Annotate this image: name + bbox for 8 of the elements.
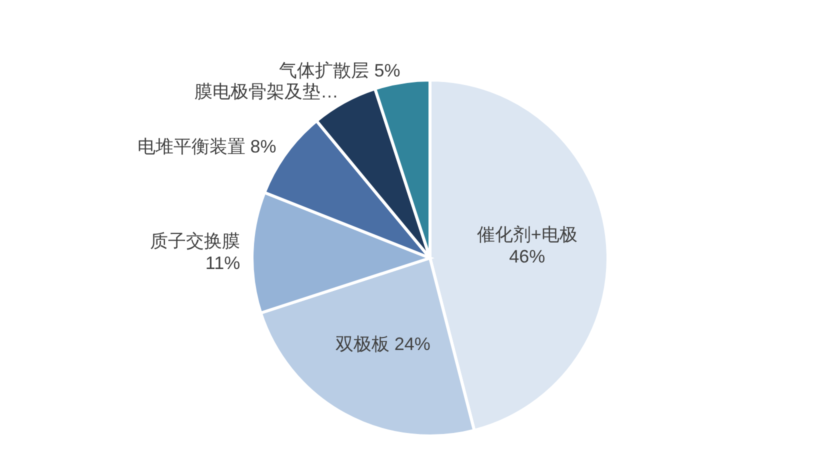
- slice-label: 电堆平衡装置 8%: [137, 136, 276, 156]
- slice-label: 双极板 24%: [335, 334, 430, 354]
- slice-label: 膜电极骨架及垫…: [194, 82, 338, 102]
- data-label: 11%: [205, 253, 240, 274]
- slice-label: 催化剂+电极: [476, 224, 578, 245]
- slice-label: 质子交换膜: [150, 231, 240, 252]
- slice-label: 气体扩散层 5%: [279, 60, 400, 80]
- data-label: 46%: [509, 246, 546, 267]
